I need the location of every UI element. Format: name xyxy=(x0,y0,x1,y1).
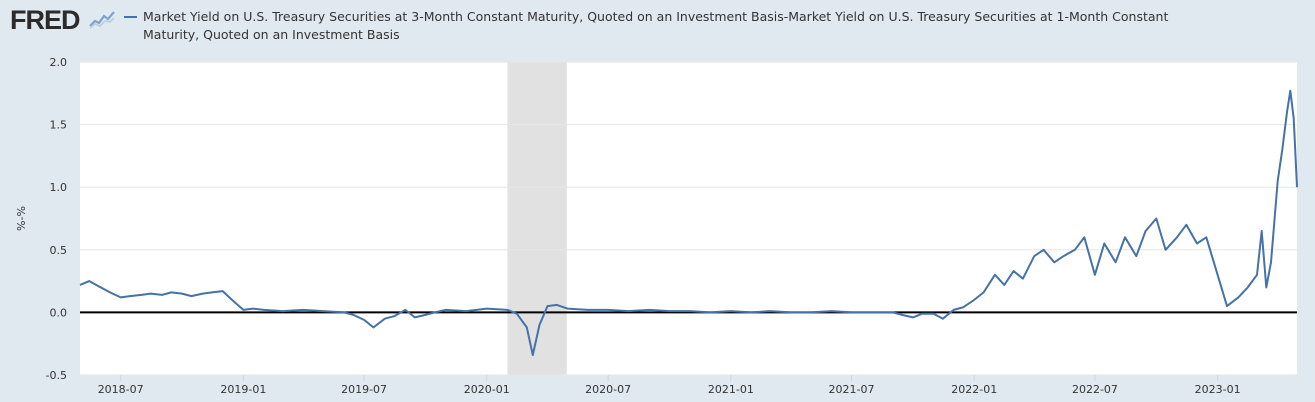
fred-logo[interactable]: FRED xyxy=(10,5,80,35)
y-tick-label: 0.5 xyxy=(50,244,68,257)
x-tick-label: 2023-01 xyxy=(1195,383,1241,396)
x-tick-label: 2021-07 xyxy=(829,383,875,396)
legend-series-title: Market Yield on U.S. Treasury Securities… xyxy=(143,9,1169,42)
x-tick-label: 2019-01 xyxy=(220,383,266,396)
y-axis-label: %-% xyxy=(15,206,28,231)
chart-header: FRED Market Yield on U.S. Treasury Secur… xyxy=(0,0,1315,55)
x-tick-label: 2018-07 xyxy=(98,383,144,396)
x-tick-label: 2020-01 xyxy=(464,383,510,396)
x-tick-label: 2022-07 xyxy=(1072,383,1118,396)
series-line xyxy=(79,89,1298,356)
x-tick-label: 2021-01 xyxy=(708,383,754,396)
x-tick-label: 2022-01 xyxy=(951,383,997,396)
y-tick-label: 1.0 xyxy=(50,181,68,194)
plot-background xyxy=(80,62,1297,375)
y-tick-label: 2.0 xyxy=(50,56,68,69)
y-tick-label: 1.5 xyxy=(50,119,68,132)
legend-series-swatch xyxy=(124,16,137,18)
recession-shading xyxy=(507,62,567,375)
y-tick-label: 0.0 xyxy=(50,306,68,319)
fred-logo-chart-icon xyxy=(89,9,115,29)
y-tick-label: -0.5 xyxy=(46,369,67,382)
x-tick-label: 2020-07 xyxy=(585,383,631,396)
x-tick-label: 2019-07 xyxy=(341,383,387,396)
